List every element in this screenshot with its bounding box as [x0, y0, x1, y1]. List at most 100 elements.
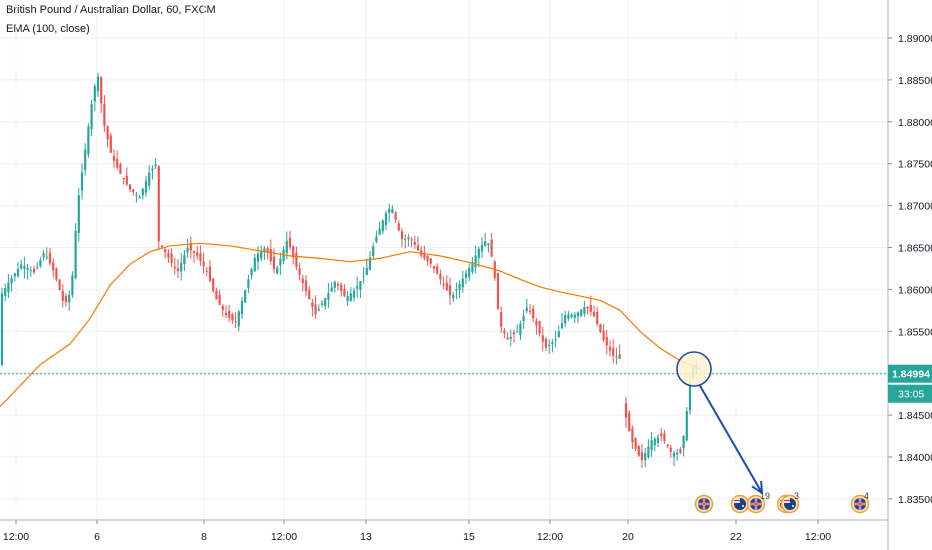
- candle-body: [570, 314, 573, 318]
- candle-body: [314, 304, 317, 315]
- candle-body: [445, 282, 448, 291]
- candle-body: [365, 267, 368, 275]
- candle-body: [500, 311, 503, 327]
- candle-body: [304, 280, 308, 291]
- candle-body: [327, 292, 330, 300]
- candle-body: [285, 240, 288, 254]
- candle-body: [231, 314, 234, 321]
- event-marker-uk[interactable]: [694, 494, 714, 514]
- candle-body: [624, 403, 628, 418]
- candle-body: [432, 265, 436, 269]
- candle-body: [452, 294, 455, 299]
- candle-body: [672, 452, 676, 457]
- candle-body: [36, 266, 39, 268]
- candle-body: [653, 438, 656, 446]
- candle-body: [560, 323, 564, 329]
- candle-body: [311, 302, 314, 307]
- candle-body: [538, 320, 541, 334]
- candle-body: [0, 293, 4, 365]
- candle-body: [52, 262, 55, 271]
- candle-body: [589, 305, 592, 312]
- candle-body: [439, 274, 442, 280]
- event-marker-au[interactable]: 3: [780, 491, 800, 514]
- candle-body: [160, 245, 164, 247]
- candle-body: [608, 346, 612, 351]
- candle-body: [205, 270, 208, 272]
- candle-body: [388, 208, 391, 213]
- candle-body: [528, 310, 532, 312]
- candle-body: [164, 248, 167, 253]
- candle-body: [647, 446, 650, 458]
- candle-body: [106, 126, 109, 140]
- candle-body: [45, 256, 48, 258]
- candle-body: [372, 246, 375, 256]
- candle-body: [317, 308, 320, 311]
- candle-body: [384, 213, 388, 225]
- x-tick-label: 12:00: [271, 531, 297, 543]
- candle-body: [116, 159, 119, 168]
- candle-body: [4, 288, 7, 296]
- candle-body: [192, 250, 196, 254]
- candle-body: [628, 412, 631, 432]
- candle-body: [666, 444, 669, 447]
- candle-body: [135, 194, 138, 196]
- candle-body: [151, 168, 154, 171]
- candle-body: [669, 447, 672, 452]
- candle-body: [634, 438, 637, 450]
- candle-body: [637, 446, 640, 456]
- y-tick-label: 1.86000: [898, 284, 932, 296]
- event-marker-au[interactable]: [730, 494, 750, 514]
- candle-body: [650, 440, 653, 451]
- candle-body: [676, 452, 679, 455]
- candle-body: [480, 244, 484, 252]
- candle-body: [87, 126, 90, 155]
- candle-body: [426, 256, 429, 262]
- candle-body: [212, 279, 215, 291]
- candle-body: [512, 332, 516, 335]
- candles: [0, 72, 698, 468]
- candle-body: [269, 249, 272, 262]
- candle-body: [554, 339, 557, 341]
- candle-body: [173, 266, 176, 269]
- candle-body: [208, 266, 212, 281]
- candle-body: [84, 149, 87, 171]
- candle-body: [592, 311, 596, 317]
- candle-body: [349, 293, 352, 301]
- candle-body: [13, 273, 16, 277]
- candle-body: [586, 306, 589, 309]
- candle-body: [468, 267, 471, 278]
- candle-body: [39, 260, 42, 267]
- candle-body: [564, 315, 567, 324]
- candle-body: [644, 453, 647, 461]
- candle-body: [519, 323, 522, 336]
- candle-body: [576, 312, 580, 317]
- candle-body: [346, 295, 349, 302]
- arrow-shaft: [699, 385, 763, 494]
- y-tick-label: 1.83500: [898, 494, 932, 506]
- candle-body: [580, 309, 583, 316]
- candle-body: [170, 253, 173, 263]
- candle-body: [404, 239, 407, 241]
- candle-body: [96, 76, 100, 92]
- candle-body: [119, 164, 122, 174]
- candle-body: [61, 290, 64, 301]
- candle-body: [144, 180, 148, 193]
- candle-body: [464, 273, 468, 278]
- candle-body: [496, 272, 500, 310]
- candle-body: [461, 278, 464, 288]
- candle-body: [301, 278, 304, 283]
- candle-body: [381, 220, 384, 232]
- candle-body: [32, 268, 36, 273]
- candle-body: [141, 188, 144, 196]
- candle-body: [656, 437, 660, 443]
- candle-body: [292, 246, 295, 258]
- candle-body: [55, 268, 58, 280]
- countdown-label: 33:05: [898, 389, 924, 401]
- candle-body: [7, 282, 10, 293]
- event-count: 3: [794, 491, 799, 501]
- event-marker-uk[interactable]: 4: [850, 491, 870, 514]
- y-tick-label: 1.85500: [898, 326, 932, 338]
- candle-body: [660, 433, 663, 437]
- event-marker-uk[interactable]: 19: [746, 491, 771, 514]
